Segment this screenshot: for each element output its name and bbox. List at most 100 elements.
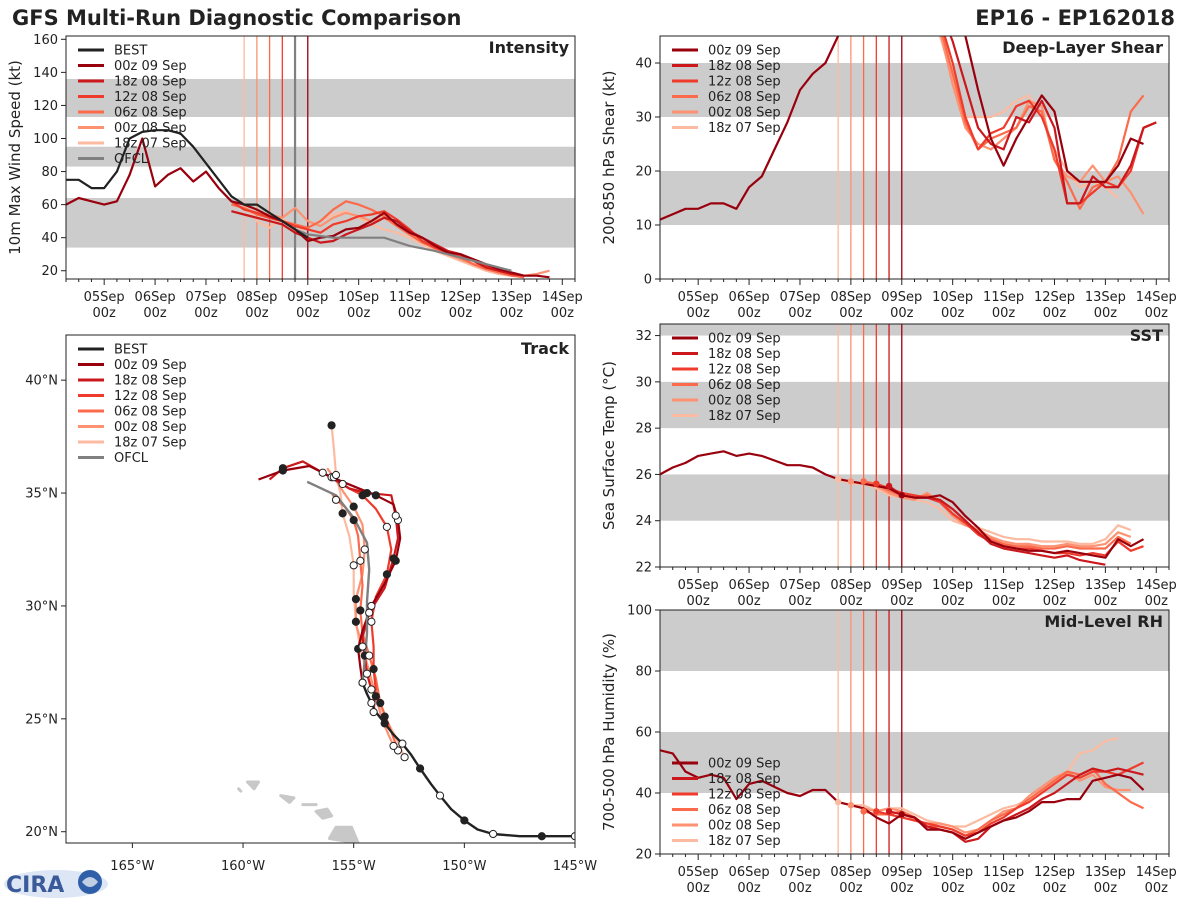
track-marker-18z-08-sep bbox=[365, 608, 374, 617]
track-marker-18z-08-sep bbox=[389, 554, 398, 563]
intensity-xtick-hour-label: 00z bbox=[551, 306, 575, 321]
shear-xtick-day-label: 14Sep bbox=[1136, 290, 1177, 305]
sst-xtick-day-label: 12Sep bbox=[1034, 578, 1075, 593]
track-marker-18z-07-sep bbox=[351, 617, 361, 626]
track-marker-18z-08-sep bbox=[367, 685, 376, 694]
shear-xtick-hour-label: 00z bbox=[737, 306, 761, 321]
track-marker-06z-08-sep bbox=[331, 495, 341, 504]
track-marker-12z-08-sep bbox=[369, 665, 378, 674]
shear-xtick-hour-label: 00z bbox=[839, 306, 863, 321]
track-ytick-label: 30°N bbox=[25, 599, 58, 614]
track-line-best bbox=[361, 682, 575, 838]
rh-xtick-hour-label: 00z bbox=[737, 881, 761, 896]
track-marker-00z-08-sep bbox=[358, 642, 367, 651]
shear-ytick-label: 30 bbox=[635, 111, 652, 126]
shear-xtick-hour-label: 00z bbox=[941, 306, 965, 321]
shear-xtick-day-label: 09Sep bbox=[881, 290, 922, 305]
rh-init-marker-18z-07-sep bbox=[834, 798, 842, 806]
land-kauai bbox=[246, 780, 260, 791]
sst-xtick-hour-label: 00z bbox=[839, 594, 863, 609]
rh-ytick-label: 100 bbox=[627, 604, 652, 619]
track-marker-18z-07-sep bbox=[349, 561, 358, 570]
logo-text: CIRA bbox=[6, 873, 64, 898]
shear-xtick-hour-label: 00z bbox=[1043, 306, 1067, 321]
track-marker-best bbox=[537, 832, 546, 841]
intensity-legend-label-12z-08-sep: 12z 08 Sep bbox=[114, 90, 187, 105]
shear-ylabel: 200-850 hPa Shear (kt) bbox=[600, 71, 618, 245]
shear-ytick-label: 10 bbox=[635, 219, 652, 234]
sst-xtick-day-label: 14Sep bbox=[1136, 578, 1177, 593]
track-ytick-label: 35°N bbox=[25, 487, 58, 502]
rh-xtick-day-label: 09Sep bbox=[881, 865, 922, 880]
rh-ylabel: 700-500 hPa Humidity (%) bbox=[600, 633, 618, 831]
rh-ytick-label: 20 bbox=[635, 848, 652, 863]
track-marker-18z-07-sep bbox=[380, 712, 389, 721]
shear-legend-label-18z-08-sep: 18z 08 Sep bbox=[708, 59, 781, 74]
track-marker-18z-07-sep bbox=[400, 753, 409, 762]
sst-xtick-hour-label: 00z bbox=[1094, 594, 1118, 609]
shear-line-00z-09-sep bbox=[660, 36, 1144, 221]
sst-legend-label-00z-09-sep: 00z 09 Sep bbox=[708, 332, 781, 347]
rh-ytick-label: 80 bbox=[635, 665, 652, 680]
intensity-ytick-label: 140 bbox=[33, 66, 58, 81]
track-ytick-label: 25°N bbox=[25, 712, 58, 727]
intensity-xtick-day-label: 12Sep bbox=[440, 290, 481, 305]
shear-panel: 01020304005Sep00z06Sep00z07Sep00z08Sep00… bbox=[600, 35, 1177, 321]
sst-init-marker-00z-09-sep bbox=[898, 492, 905, 499]
track-marker-12z-08-sep bbox=[369, 707, 378, 717]
track-map-area bbox=[237, 421, 575, 843]
intensity-series-group bbox=[66, 129, 550, 279]
shear-xtick-day-label: 10Sep bbox=[932, 290, 973, 305]
intensity-xtick-day-label: 13Sep bbox=[491, 290, 532, 305]
intensity-xtick-hour-label: 00z bbox=[296, 306, 320, 321]
sst-ytick-label: 32 bbox=[635, 329, 652, 344]
track-xtick-label: 150°W bbox=[442, 859, 486, 874]
shear-legend-label-12z-08-sep: 12z 08 Sep bbox=[708, 75, 781, 90]
intensity-xtick-hour-label: 00z bbox=[245, 306, 269, 321]
intensity-panel: 2040608010012014016005Sep00z06Sep00z07Se… bbox=[6, 33, 583, 321]
track-marker-18z-07-sep bbox=[338, 509, 347, 518]
shear-xtick-day-label: 06Sep bbox=[729, 290, 770, 305]
intensity-ytick-label: 80 bbox=[41, 165, 58, 180]
intensity-legend-label-18z-08-sep: 18z 08 Sep bbox=[114, 75, 187, 90]
sst-ytick-label: 30 bbox=[635, 375, 652, 390]
track-marker-18z-08-sep bbox=[391, 511, 400, 520]
sst-panel: 22242628303205Sep00z06Sep00z07Sep00z08Se… bbox=[600, 323, 1177, 609]
track-legend-label-00z-08-sep: 00z 08 Sep bbox=[114, 420, 187, 435]
shear-line-18z-08-sep bbox=[949, 36, 1157, 205]
track-marker-18z-07-sep bbox=[331, 470, 341, 480]
track-marker-18z-08-sep bbox=[278, 464, 287, 473]
track-ytick-label: 20°N bbox=[25, 825, 58, 840]
track-ytick-label: 40°N bbox=[25, 374, 58, 389]
rh-xtick-hour-label: 00z bbox=[992, 881, 1016, 896]
rh-xtick-day-label: 08Sep bbox=[830, 865, 871, 880]
shear-title: Deep-Layer Shear bbox=[1002, 38, 1163, 57]
rh-xtick-day-label: 13Sep bbox=[1085, 865, 1126, 880]
intensity-legend-label-18z-07-sep: 18z 07 Sep bbox=[114, 137, 187, 152]
shear-legend-label-06z-08-sep: 06z 08 Sep bbox=[708, 90, 781, 105]
rh-xtick-hour-label: 00z bbox=[1043, 881, 1067, 896]
track-marker-18z-07-sep bbox=[327, 421, 336, 430]
sst-legend-label-18z-08-sep: 18z 08 Sep bbox=[708, 347, 781, 362]
intensity-legend-label-best: BEST bbox=[114, 44, 147, 59]
rh-xtick-day-label: 10Sep bbox=[932, 865, 973, 880]
track-xtick-label: 165°W bbox=[110, 859, 154, 874]
sst-xtick-hour-label: 00z bbox=[1145, 594, 1169, 609]
intensity-legend-label-00z-09-sep: 00z 09 Sep bbox=[114, 59, 187, 74]
sst-line-00z-08-sep bbox=[850, 480, 1132, 548]
track-marker-00z-09-sep bbox=[358, 678, 367, 687]
rh-title: Mid-Level RH bbox=[1044, 612, 1163, 631]
rh-xtick-day-label: 07Sep bbox=[779, 865, 820, 880]
shear-xtick-hour-label: 00z bbox=[992, 306, 1016, 321]
sst-xtick-day-label: 09Sep bbox=[881, 578, 922, 593]
sst-xtick-day-label: 08Sep bbox=[830, 578, 871, 593]
track-marker-best bbox=[415, 764, 425, 773]
rh-xtick-hour-label: 00z bbox=[788, 881, 812, 896]
sst-series-group bbox=[660, 450, 1145, 566]
intensity-xtick-day-label: 05Sep bbox=[84, 290, 125, 305]
shear-ytick-label: 0 bbox=[644, 273, 652, 288]
intensity-xtick-hour-label: 00z bbox=[194, 306, 218, 321]
